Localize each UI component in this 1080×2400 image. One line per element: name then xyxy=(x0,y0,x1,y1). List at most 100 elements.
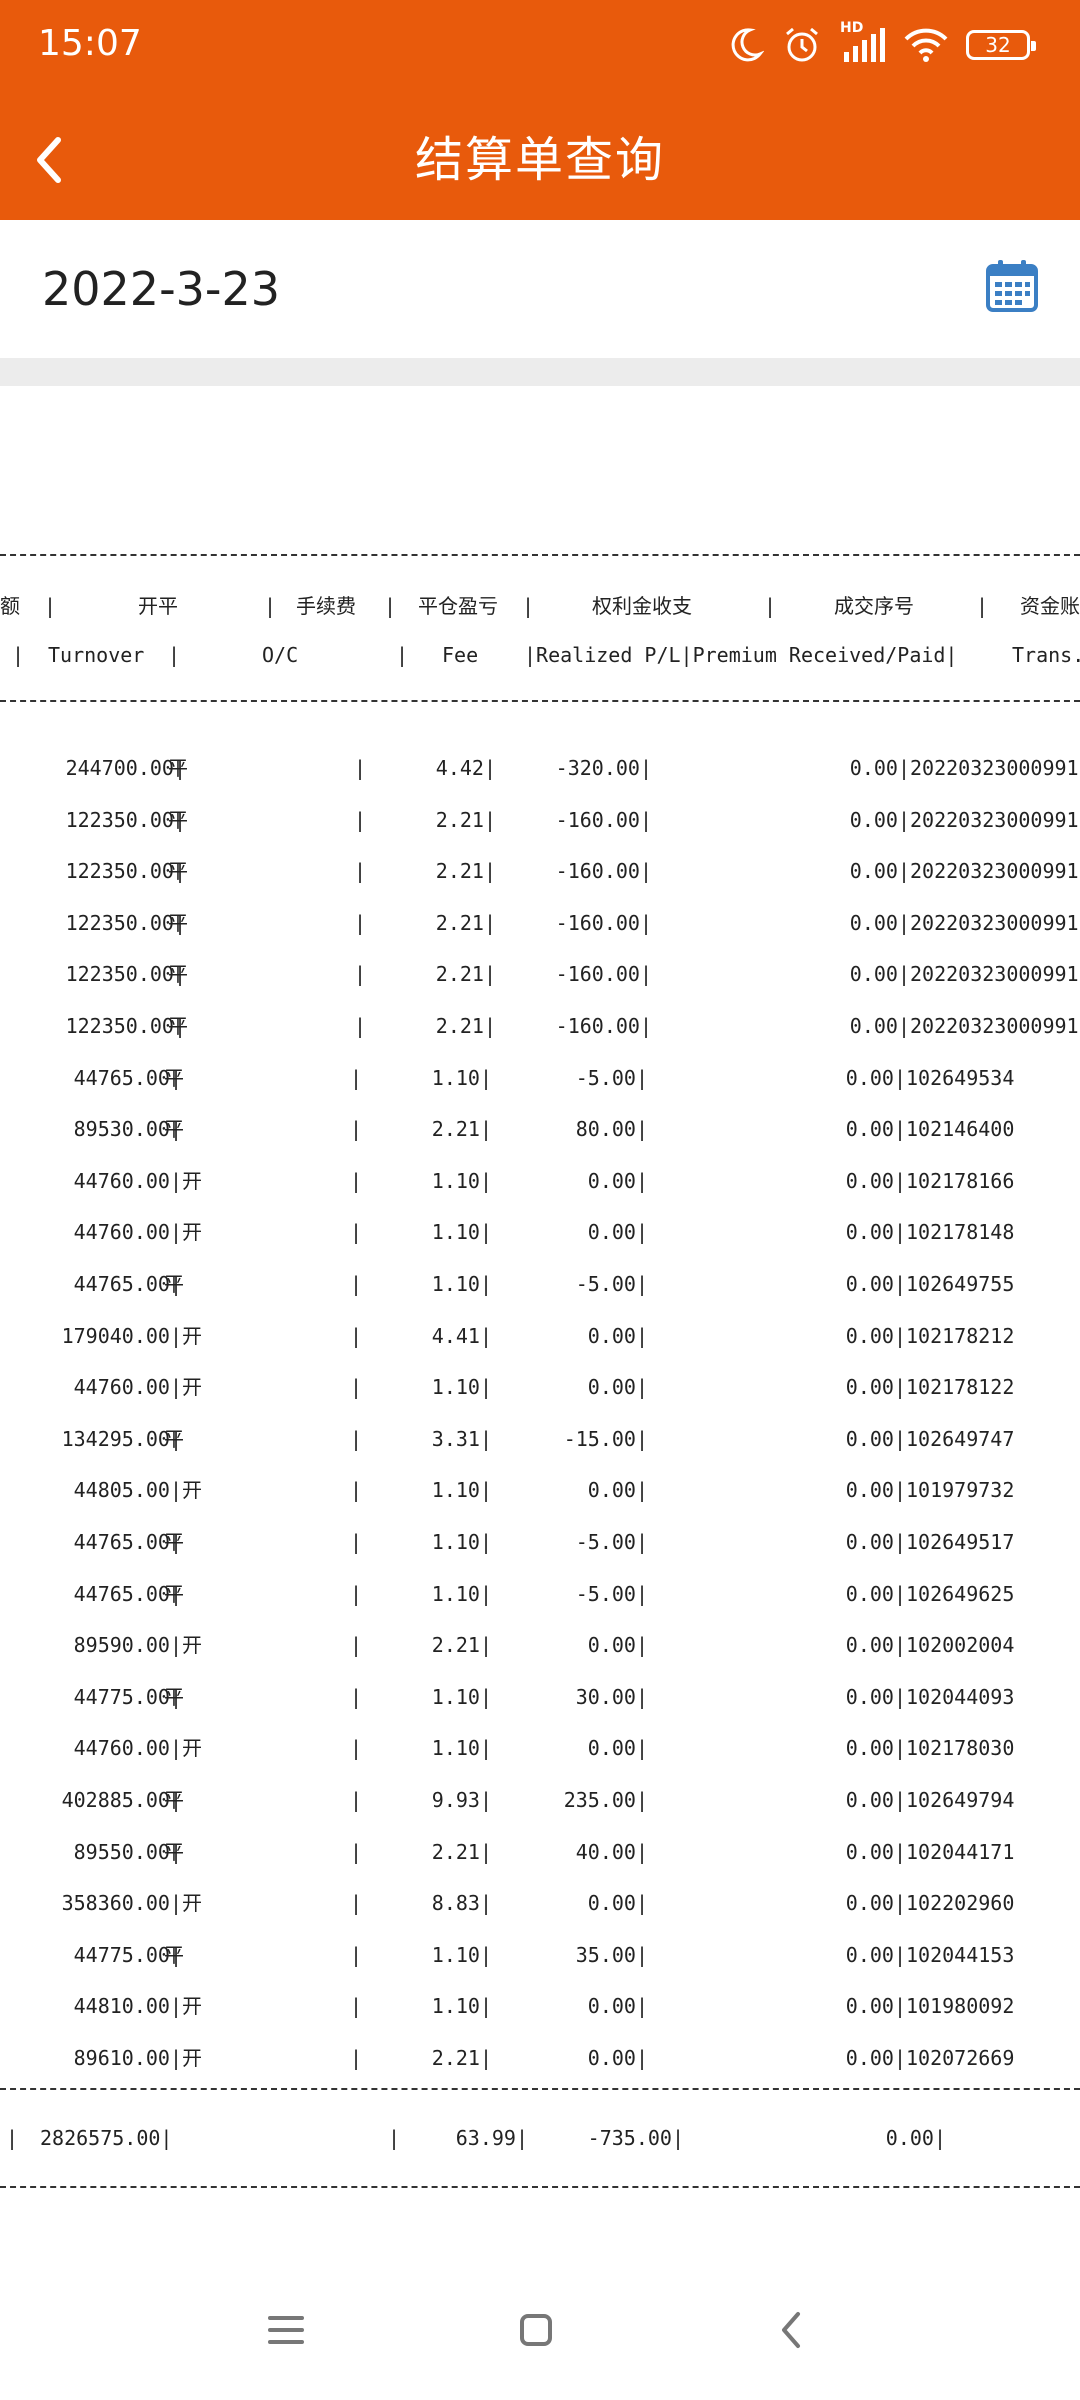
col-sep: | xyxy=(350,1478,363,1502)
date-selector[interactable]: 2022-3-23 xyxy=(0,220,1080,358)
nav-back-button[interactable] xyxy=(762,2300,822,2360)
row-realized-pl: 0.00| xyxy=(587,1375,648,1399)
back-button[interactable] xyxy=(22,130,82,190)
header-fee-cn: 手续费 xyxy=(296,594,356,618)
row-trade-no: 102178148 xyxy=(906,1220,1015,1244)
row-premium: 0.00| xyxy=(845,1530,906,1554)
row-realized-pl: 0.00| xyxy=(587,1169,648,1193)
row-turnover: 244700.00| xyxy=(65,756,186,780)
col-sep: | xyxy=(350,1375,363,1399)
row-open-close: 平 xyxy=(164,1582,184,1606)
row-fee: 3.31| xyxy=(431,1427,492,1451)
battery-level: 32 xyxy=(985,33,1011,57)
row-realized-pl: 0.00| xyxy=(587,1633,648,1657)
row-open-close: 开 xyxy=(182,1375,202,1399)
dashed-rule xyxy=(0,2088,1080,2090)
row-fee: 2.21| xyxy=(431,2046,492,2070)
row-fee: 1.10| xyxy=(431,1272,492,1296)
col-sep: | xyxy=(6,2126,19,2150)
col-sep: | xyxy=(350,1582,363,1606)
row-turnover: 122350.00| xyxy=(65,962,186,986)
selected-date[interactable]: 2022-3-23 xyxy=(42,262,281,316)
row-turnover: 122350.00| xyxy=(65,1014,186,1038)
row-open-close: 平 xyxy=(164,1066,184,1090)
row-turnover: 44810.00| xyxy=(73,1994,182,2018)
row-open-close: 平 xyxy=(164,1427,184,1451)
row-premium: 0.00| xyxy=(845,1324,906,1348)
col-sep: | xyxy=(350,2046,363,2070)
row-turnover: 179040.00| xyxy=(61,1324,182,1348)
row-open-close: 开 xyxy=(182,2046,202,2070)
row-realized-pl: -5.00| xyxy=(575,1272,648,1296)
wifi-icon xyxy=(904,27,948,63)
row-trade-no: 102649747 xyxy=(906,1427,1015,1451)
row-open-close: 平 xyxy=(164,1788,184,1812)
row-fee: 1.10| xyxy=(431,1685,492,1709)
row-realized-pl: -320.00| xyxy=(555,756,652,780)
row-open-close: 开 xyxy=(182,1324,202,1348)
header-trans-cn: 资金账 xyxy=(1020,594,1080,618)
row-premium: 0.00| xyxy=(845,1840,906,1864)
row-premium: 0.00| xyxy=(849,756,910,780)
menu-button[interactable] xyxy=(256,2300,316,2360)
row-realized-pl: 235.00| xyxy=(563,1788,648,1812)
row-realized-pl: 0.00| xyxy=(587,1891,648,1915)
row-trade-no: 102649794 xyxy=(906,1788,1015,1812)
row-realized-pl: 80.00| xyxy=(575,1117,648,1141)
calendar-button[interactable] xyxy=(984,258,1040,314)
row-fee: 9.93| xyxy=(431,1788,492,1812)
row-trade-no: 20220323000991 xyxy=(910,859,1079,883)
menu-icon xyxy=(268,2316,304,2344)
network-type-label: HD xyxy=(840,20,864,36)
settlement-report[interactable]: 额 | 开平 | 手续费 | 平仓盈亏 | 权利金收支 | 成交序号 | 资金账… xyxy=(0,520,1080,2220)
row-realized-pl: 0.00| xyxy=(587,2046,648,2070)
row-turnover: 89530.00| xyxy=(73,1117,182,1141)
status-icons: HD 32 xyxy=(726,20,1036,70)
row-open-close: 平 xyxy=(168,808,188,832)
row-realized-pl: 0.00| xyxy=(587,1478,648,1502)
status-time: 15:07 xyxy=(38,23,142,64)
row-open-close: 开 xyxy=(182,1220,202,1244)
row-realized-pl: -160.00| xyxy=(555,962,652,986)
col-sep: | xyxy=(354,962,367,986)
home-square-icon xyxy=(520,2314,552,2346)
row-turnover: 89550.00| xyxy=(73,1840,182,1864)
row-open-close: 开 xyxy=(182,1891,202,1915)
header-turnover-en: Turnover xyxy=(48,643,145,667)
row-trade-no: 102649534 xyxy=(906,1066,1015,1090)
home-button[interactable] xyxy=(506,2300,566,2360)
row-turnover: 44765.00| xyxy=(73,1582,182,1606)
col-sep: | xyxy=(354,911,367,935)
col-sep: | xyxy=(350,1066,363,1090)
col-sep: | xyxy=(350,1840,363,1864)
row-realized-pl: 40.00| xyxy=(575,1840,648,1864)
row-turnover: 89610.00| xyxy=(73,2046,182,2070)
row-turnover: 402885.00| xyxy=(61,1788,182,1812)
row-trade-no: 20220323000991 xyxy=(910,962,1079,986)
row-premium: 0.00| xyxy=(845,2046,906,2070)
col-sep: | xyxy=(350,1736,363,1760)
alarm-icon xyxy=(782,25,822,65)
col-sep: | xyxy=(522,594,535,618)
row-open-close: 平 xyxy=(168,962,188,986)
row-realized-pl: -160.00| xyxy=(555,808,652,832)
total-turnover: 2826575.00| xyxy=(40,2126,173,2150)
row-open-close: 平 xyxy=(168,1014,188,1038)
row-premium: 0.00| xyxy=(845,1117,906,1141)
col-sep: | xyxy=(12,643,25,667)
row-fee: 8.83| xyxy=(431,1891,492,1915)
col-sep: | xyxy=(44,594,57,618)
col-sep: | xyxy=(354,1014,367,1038)
row-realized-pl: 0.00| xyxy=(587,1324,648,1348)
row-trade-no: 102072669 xyxy=(906,2046,1015,2070)
col-sep: | xyxy=(264,594,277,618)
row-trade-no: 102044171 xyxy=(906,1840,1015,1864)
row-realized-pl: -160.00| xyxy=(555,1014,652,1038)
header-premium-cn: 权利金收支 xyxy=(592,594,692,618)
col-sep: | xyxy=(354,756,367,780)
row-trade-no: 20220323000991 xyxy=(910,808,1079,832)
row-realized-pl: -15.00| xyxy=(563,1427,648,1451)
row-premium: 0.00| xyxy=(845,1994,906,2018)
row-realized-pl: 0.00| xyxy=(587,1994,648,2018)
row-trade-no: 20220323000991 xyxy=(910,911,1079,935)
